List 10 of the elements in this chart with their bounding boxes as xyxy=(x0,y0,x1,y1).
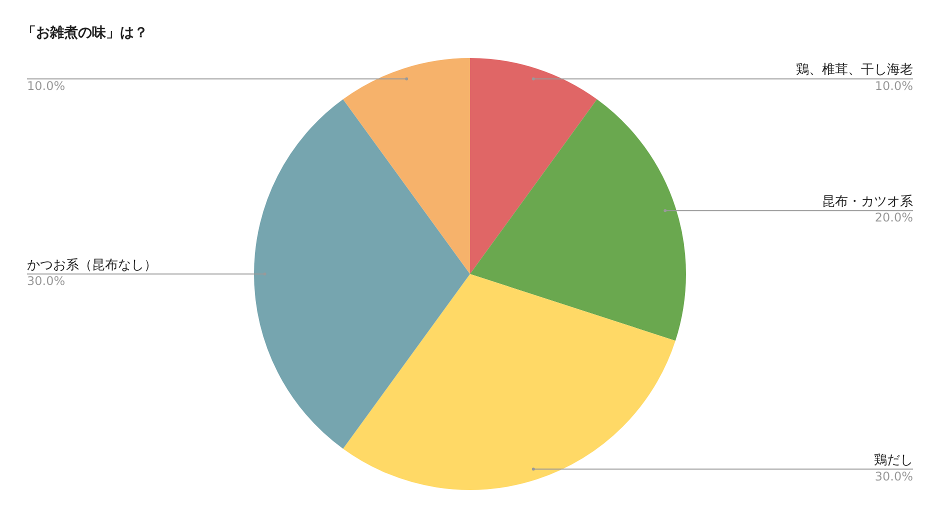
data-label: 20.0% xyxy=(874,210,913,225)
data-label: 10.0% xyxy=(874,78,913,93)
chart-title: 「お雑煮の味」は？ xyxy=(22,25,148,41)
slice-label: 昆布・カツオ系 xyxy=(822,194,913,210)
data-label: 30.0% xyxy=(874,469,913,484)
slice-label: 鶏、椎茸、干し海老 xyxy=(796,62,913,78)
data-label: 10.0% xyxy=(27,78,66,93)
data-label: 30.0% xyxy=(27,274,66,288)
slice-label: かつお系（昆布なし） xyxy=(27,258,157,273)
slice-label: 鶏だし xyxy=(874,453,913,468)
